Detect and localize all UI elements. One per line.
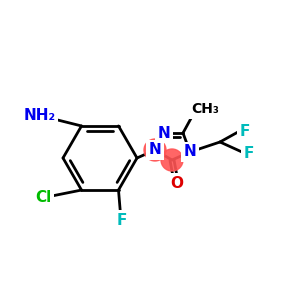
Text: O: O bbox=[170, 176, 184, 190]
Text: F: F bbox=[244, 146, 254, 160]
Text: Cl: Cl bbox=[35, 190, 52, 205]
Text: F: F bbox=[240, 124, 250, 139]
Text: N: N bbox=[148, 142, 161, 158]
Circle shape bbox=[144, 139, 166, 161]
Circle shape bbox=[161, 149, 183, 171]
Text: CH₃: CH₃ bbox=[191, 102, 219, 116]
Text: N: N bbox=[184, 145, 196, 160]
Text: NH₂: NH₂ bbox=[23, 109, 56, 124]
Text: N: N bbox=[158, 125, 170, 140]
Text: F: F bbox=[116, 212, 127, 227]
